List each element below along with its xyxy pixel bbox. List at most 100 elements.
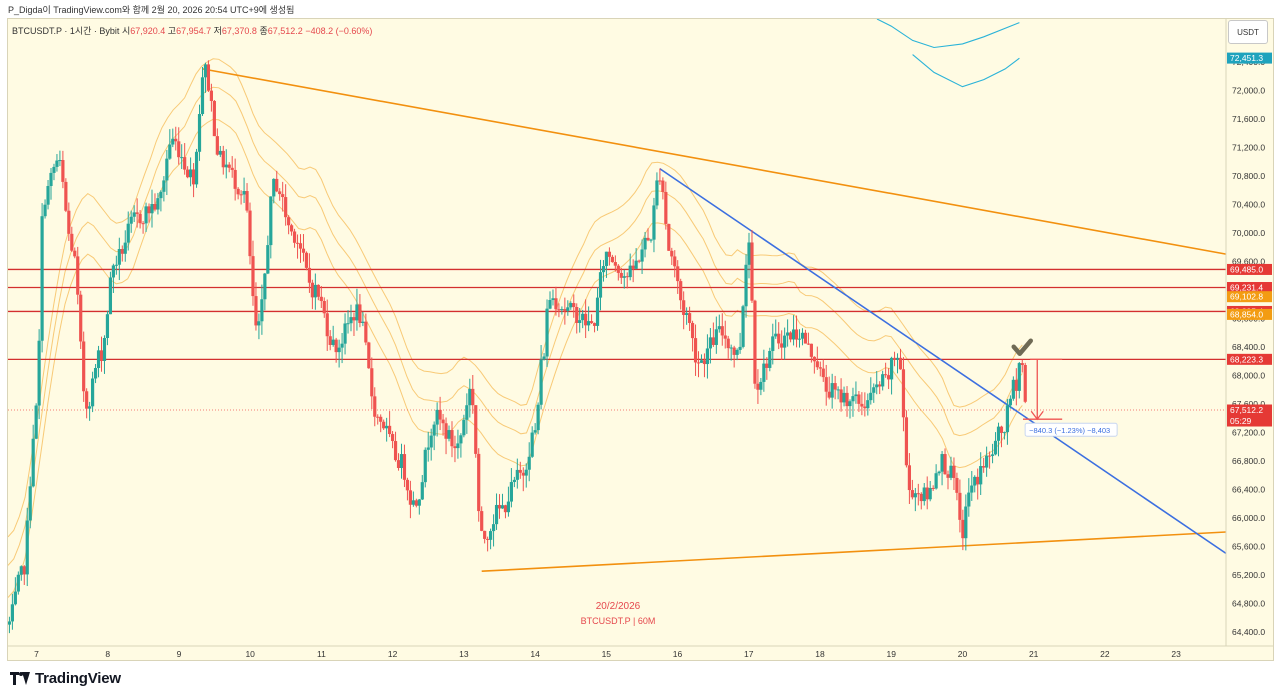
chart-frame[interactable]: −840.3 (−1.23%) −8,403 20/2/2026 BTCUSDT.P… bbox=[7, 18, 1274, 661]
candle bbox=[898, 348, 903, 370]
candle-body bbox=[649, 239, 653, 241]
candle bbox=[747, 232, 751, 279]
candle-body bbox=[560, 309, 564, 311]
candle-body bbox=[711, 337, 715, 345]
candle-body bbox=[509, 482, 513, 502]
candle-body bbox=[557, 309, 561, 311]
currency-selector[interactable]: USDT bbox=[1228, 20, 1268, 44]
candle-body bbox=[809, 343, 813, 357]
candle-body bbox=[165, 158, 169, 181]
candle bbox=[364, 313, 368, 346]
candle bbox=[919, 492, 923, 510]
candle bbox=[82, 331, 86, 402]
candle bbox=[794, 315, 799, 348]
chart-canvas[interactable]: −840.3 (−1.23%) −8,403 20/2/2026 BTCUSDT.P… bbox=[8, 19, 1273, 660]
candle-body bbox=[426, 447, 430, 450]
x-tick-label: 12 bbox=[388, 649, 398, 659]
candle bbox=[996, 422, 1001, 457]
candle bbox=[887, 368, 891, 390]
candle-body bbox=[682, 300, 686, 315]
candle-body bbox=[307, 267, 312, 283]
tradingview-logo[interactable]: TradingView bbox=[10, 670, 121, 687]
candle bbox=[815, 346, 819, 370]
candle bbox=[22, 565, 26, 585]
candle-body bbox=[931, 487, 935, 489]
candle-body bbox=[625, 276, 629, 278]
candle-body bbox=[16, 574, 20, 592]
x-tick-label: 23 bbox=[1171, 649, 1181, 659]
candle bbox=[545, 299, 549, 368]
candle bbox=[483, 530, 487, 544]
candle-body bbox=[830, 383, 834, 398]
candle bbox=[961, 509, 965, 551]
candle-body bbox=[696, 362, 701, 364]
price-tag-label: 69,485.0 bbox=[1230, 264, 1263, 274]
y-tick-label: 64,800.0 bbox=[1232, 598, 1265, 608]
candle bbox=[530, 426, 534, 458]
candle-body bbox=[987, 455, 992, 457]
candle-body bbox=[738, 346, 742, 350]
candle-body bbox=[76, 256, 80, 295]
candle-body bbox=[257, 321, 261, 326]
candle bbox=[578, 307, 582, 333]
candle-body bbox=[138, 213, 142, 224]
candle bbox=[830, 373, 834, 409]
candle-body bbox=[723, 335, 727, 339]
candle bbox=[423, 447, 427, 488]
price-tag-label: 67,512.2 bbox=[1230, 405, 1263, 415]
candle-body bbox=[670, 250, 674, 257]
candle-body bbox=[673, 256, 677, 267]
y-tick-label: 65,600.0 bbox=[1232, 541, 1265, 551]
candle bbox=[892, 351, 897, 367]
candle-body bbox=[352, 317, 356, 321]
candle-body bbox=[961, 519, 965, 539]
candle bbox=[388, 411, 392, 438]
candle bbox=[809, 343, 813, 363]
candle bbox=[438, 396, 442, 431]
candle-body bbox=[186, 169, 190, 178]
candle bbox=[19, 565, 23, 581]
candle-body bbox=[1005, 405, 1010, 433]
candle bbox=[447, 425, 451, 442]
candle bbox=[554, 286, 558, 316]
candle bbox=[771, 323, 775, 365]
candle-body bbox=[551, 298, 555, 300]
candle bbox=[982, 457, 986, 473]
candle bbox=[1023, 362, 1027, 404]
candle bbox=[393, 431, 398, 462]
candle-body bbox=[388, 425, 392, 435]
candle-body bbox=[34, 405, 38, 439]
candle bbox=[750, 229, 754, 304]
candle bbox=[396, 453, 401, 471]
candle bbox=[901, 357, 906, 432]
candle bbox=[105, 310, 110, 346]
candle-body bbox=[783, 335, 787, 348]
candle-body bbox=[759, 381, 763, 390]
candle bbox=[55, 154, 59, 172]
candle bbox=[34, 403, 38, 440]
check-mark-icon bbox=[1011, 338, 1033, 356]
candle bbox=[860, 392, 864, 416]
candle-body bbox=[771, 336, 775, 351]
candle bbox=[866, 393, 870, 416]
candle-body bbox=[688, 313, 692, 323]
candle-body bbox=[628, 265, 632, 278]
candle bbox=[857, 390, 861, 412]
candle bbox=[521, 467, 525, 492]
candle bbox=[497, 494, 502, 519]
candle-body bbox=[598, 272, 603, 298]
legend-close: 67,512.2 bbox=[267, 26, 303, 36]
candle bbox=[298, 234, 303, 263]
candle-body bbox=[233, 169, 237, 189]
candle bbox=[1020, 359, 1024, 373]
candle-body bbox=[168, 144, 172, 159]
x-tick-label: 19 bbox=[886, 649, 896, 659]
candle bbox=[316, 284, 320, 301]
candle bbox=[732, 345, 736, 368]
candle-body bbox=[637, 260, 641, 262]
trendline-2 bbox=[481, 531, 1227, 572]
candle-body bbox=[515, 469, 519, 480]
candle bbox=[688, 306, 692, 331]
candle-body bbox=[1002, 432, 1007, 434]
candle-body bbox=[616, 265, 620, 273]
